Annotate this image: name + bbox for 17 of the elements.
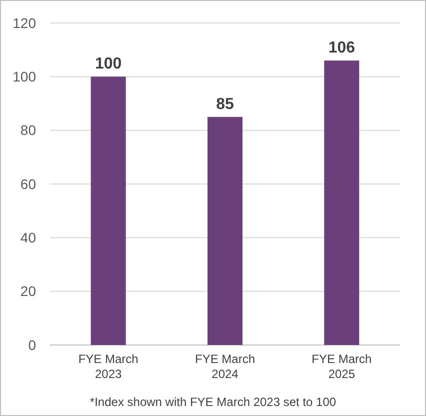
y-tick-label: 60 [20, 176, 36, 192]
data-label: 106 [328, 40, 356, 57]
x-tick-label: FYE March 2025 [312, 352, 372, 381]
y-tick-label: 120 [12, 14, 36, 31]
x-tick-label: FYE March 2023 [78, 352, 138, 381]
y-tick-label: 40 [20, 230, 36, 246]
y-tick-label: 100 [12, 68, 36, 85]
y-tick-label: 80 [20, 122, 36, 138]
y-tick-label: 0 [28, 336, 36, 353]
text: *Index shown with FYE March 2023 set to 100 [90, 395, 336, 409]
data-label: 100 [94, 56, 122, 73]
bar [90, 76, 126, 345]
data-label: 85 [216, 96, 234, 113]
bar [324, 60, 360, 345]
bar [208, 116, 242, 345]
x-tick-label: FYE March 2024 [194, 352, 256, 381]
y-tick-label: 20 [20, 283, 36, 300]
